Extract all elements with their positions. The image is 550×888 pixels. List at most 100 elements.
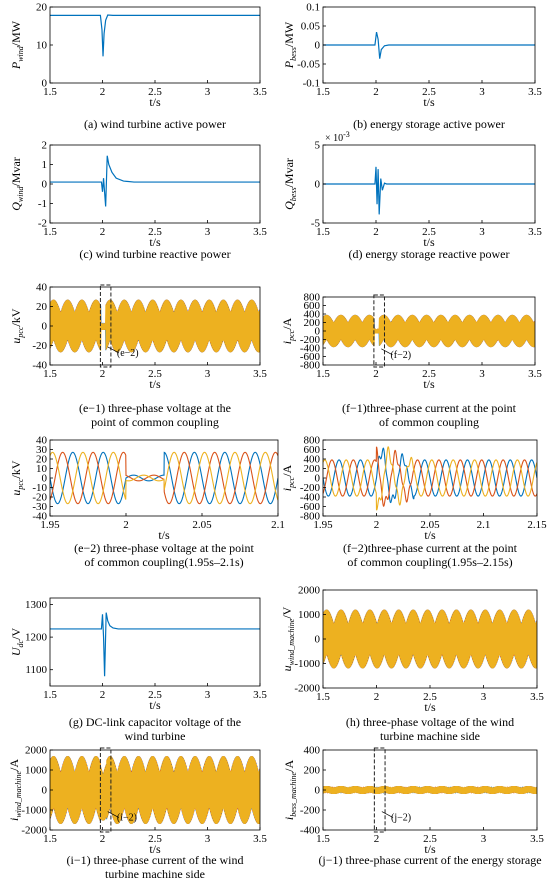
series-line-a-0 bbox=[50, 14, 260, 57]
y-tick-label-c-2: 0 bbox=[42, 179, 48, 191]
x-axis-label-d: t/s bbox=[423, 235, 435, 249]
x-tick-label-a-0: 1.5 bbox=[43, 86, 57, 98]
x-tick-label-i1-4: 3.5 bbox=[253, 833, 267, 845]
caption-line2-f1: of common coupling bbox=[379, 415, 479, 429]
zoom-box-j1 bbox=[373, 747, 386, 833]
y-tick-label-c-3: 1 bbox=[42, 159, 48, 171]
y-tick-label-j1-2: 0 bbox=[315, 785, 321, 797]
x-tick-label-d-3: 3 bbox=[479, 226, 485, 238]
zoom-leader-f1 bbox=[381, 348, 393, 356]
y-tick-label-g-2: 1300 bbox=[25, 599, 48, 611]
series-line-g-0 bbox=[50, 612, 260, 677]
plot-area-b bbox=[323, 31, 535, 59]
x-axis-label-c: t/s bbox=[149, 235, 161, 249]
plot-area-h bbox=[323, 609, 537, 669]
zoom-annotation-f1: (f−2) bbox=[390, 350, 411, 361]
y-tick-label-b-0: -0.1 bbox=[303, 78, 320, 90]
y-tick-label-e1-0: -40 bbox=[32, 360, 47, 372]
plot-area-f1 bbox=[323, 314, 535, 348]
y-tick-label-g-0: 1100 bbox=[25, 664, 47, 676]
y-tick-label-b-4: 0.1 bbox=[306, 2, 320, 14]
x-tick-label-g-1: 2 bbox=[100, 689, 106, 701]
x-tick-label-e1-0: 1.5 bbox=[43, 368, 57, 380]
x-tick-label-e1-2: 2.5 bbox=[148, 368, 162, 380]
y-tick-label-g-1: 1200 bbox=[25, 632, 48, 644]
chart-d: 1.5 2 2.5 3 3.5 -5 0 5 t/s Qbess/Mvar × 10-3 (d) en… bbox=[282, 130, 542, 261]
x-axis-label-h: t/s bbox=[424, 700, 436, 714]
x-tick-label-g-0: 1.5 bbox=[43, 689, 57, 701]
caption-h: (h) three-phase voltage of the wind bbox=[346, 715, 514, 729]
y-tick-label-i1-3: 1000 bbox=[25, 765, 48, 777]
x-tick-label-h-2: 2.5 bbox=[423, 691, 437, 703]
chart-e1: 1.5 2 2.5 3 3.5 -40 -20 0 20 40 t/s upcc/kV (e−2) (e−… bbox=[9, 282, 267, 430]
x-axis-label-e1: t/s bbox=[149, 377, 161, 391]
zoom-leader-i1 bbox=[107, 811, 120, 818]
y-tick-label-d-1: 0 bbox=[315, 179, 321, 191]
x-tick-label-f1-2: 2.5 bbox=[422, 368, 436, 380]
y-tick-label-f2-5: 200 bbox=[304, 463, 321, 475]
phase-line-f2-2 bbox=[323, 446, 537, 511]
y-tick-label-h-3: 1000 bbox=[298, 609, 321, 621]
x-tick-label-c-2: 2.5 bbox=[148, 226, 162, 238]
chart-b: 1.5 2 2.5 3 3.5 -0.1 -0.05 0 0.05 0.1 t/s Pbess/MW (… bbox=[282, 2, 542, 132]
y-tick-label-f2-8: 800 bbox=[304, 435, 321, 447]
caption-d: (d) energy storage reactive power bbox=[348, 247, 509, 261]
x-axis-label-f2: t/s bbox=[424, 528, 436, 542]
chart-i1: 1.5 2 2.5 3 3.5 -2000 -1000 0 1000 2000 t/s iwind_m… bbox=[7, 745, 267, 882]
y-tick-label-e2-5: 10 bbox=[36, 463, 48, 475]
y-tick-label-j1-3: 200 bbox=[304, 765, 321, 777]
caption-f2: (f−2)three-phase current at the point bbox=[343, 541, 518, 555]
plot-area-a bbox=[50, 14, 260, 57]
caption-line2-e2: of common coupling(1.95s–2.1s) bbox=[84, 555, 243, 569]
y-tick-label-f2-4: 0 bbox=[315, 473, 321, 485]
chart-a: 1.5 2 2.5 3 3.5 0 10 20 t/s Pwind/MW (a) wind turb… bbox=[9, 2, 267, 132]
chart-g: 1.5 2 2.5 3 3.5 1100 1200 1300 t/s Udc/V (g) DC-li… bbox=[9, 597, 267, 743]
y-tick-label-f1-3: -200 bbox=[300, 334, 321, 346]
x-tick-label-j1-3: 3 bbox=[481, 833, 487, 845]
y-axis-label-a: Pwind/MW bbox=[9, 20, 25, 70]
y-tick-label-b-2: 0 bbox=[315, 40, 321, 52]
plot-area-j1 bbox=[323, 785, 537, 795]
x-tick-label-e1-1: 2 bbox=[100, 368, 106, 380]
y-tick-label-e2-4: 0 bbox=[42, 473, 48, 485]
y-tick-label-i1-1: -1000 bbox=[21, 805, 47, 817]
caption-line2-f2: of common coupling(1.95s–2.15s) bbox=[347, 555, 512, 569]
y-axis-label-e2: upcc/kV bbox=[9, 460, 25, 495]
x-tick-label-h-4: 3.5 bbox=[530, 691, 544, 703]
caption-f1: (f−1)three-phase current at the point bbox=[342, 401, 517, 415]
caption-line2-i1: turbine machine side bbox=[105, 867, 205, 881]
x-tick-label-f1-0: 1.5 bbox=[316, 368, 330, 380]
y-tick-label-e2-3: -10 bbox=[32, 482, 47, 494]
x-tick-label-f1-3: 3 bbox=[479, 368, 485, 380]
x-tick-label-g-2: 2.5 bbox=[148, 689, 162, 701]
zoom-box-f1 bbox=[373, 294, 385, 368]
y-tick-label-b-3: 0.05 bbox=[301, 21, 321, 33]
y-tick-label-f1-5: 200 bbox=[304, 317, 321, 329]
x-tick-label-e2-2: 2.05 bbox=[192, 519, 212, 531]
y-tick-label-f1-2: -400 bbox=[300, 343, 321, 355]
y-tick-label-f1-7: 600 bbox=[304, 300, 321, 312]
y-tick-label-f2-0: -800 bbox=[300, 511, 321, 523]
y-tick-label-e1-2: 0 bbox=[42, 321, 48, 333]
y-tick-label-h-2: 0 bbox=[315, 634, 321, 646]
y-tick-label-a-1: 10 bbox=[36, 40, 48, 52]
x-tick-label-b-2: 2.5 bbox=[422, 86, 436, 98]
plot-area-c bbox=[50, 155, 260, 207]
x-tick-label-h-0: 1.5 bbox=[316, 691, 330, 703]
caption-e2: (e−2) three-phase voltage at the point bbox=[74, 541, 254, 555]
x-tick-label-h-1: 2 bbox=[374, 691, 380, 703]
x-tick-label-d-0: 1.5 bbox=[316, 226, 330, 238]
x-tick-label-e2-0: 1.95 bbox=[40, 519, 60, 531]
y-tick-label-f1-8: 800 bbox=[304, 292, 321, 304]
x-tick-label-f2-0: 1.95 bbox=[313, 519, 333, 531]
plot-area-d bbox=[323, 166, 535, 215]
zoom-annotation-e1: (e−2) bbox=[117, 348, 139, 359]
x-tick-label-j1-1: 2 bbox=[374, 833, 380, 845]
y-tick-label-e2-7: 30 bbox=[36, 444, 48, 456]
y-tick-label-b-1: -0.05 bbox=[297, 59, 320, 71]
x-tick-label-d-4: 3.5 bbox=[528, 226, 542, 238]
x-tick-label-a-4: 3.5 bbox=[253, 86, 267, 98]
zoom-leader-e1 bbox=[107, 346, 120, 354]
y-axis-label-i1: iwind_machine/A bbox=[7, 759, 23, 821]
